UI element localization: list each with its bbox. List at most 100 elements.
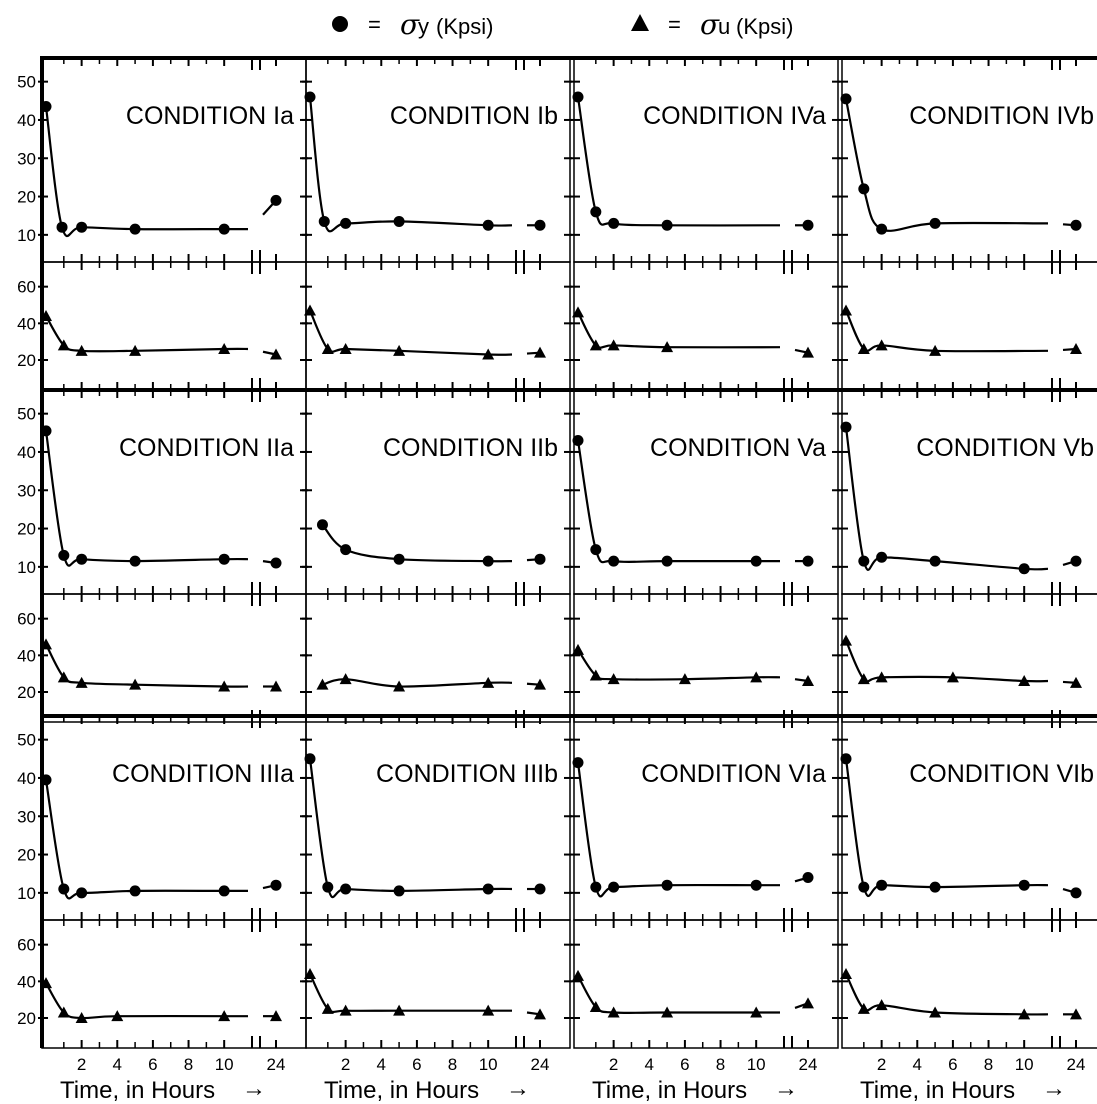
data-point-sigma-y [858, 881, 870, 893]
data-point-sigma-u [339, 343, 352, 354]
x-tick-label: 2 [609, 1055, 618, 1074]
sigma-u-panel-frame [305, 593, 571, 723]
legend-subscript: u [718, 14, 730, 39]
condition-panel-iiib: CONDITION IIIb [302, 715, 572, 1049]
x-tick-label: 6 [680, 1055, 689, 1074]
data-point-sigma-y [802, 555, 814, 567]
x-axis-label: Time, in Hours [860, 1077, 1015, 1104]
series-line-sigma-y [321, 523, 513, 563]
condition-title: CONDITION IIb [383, 434, 558, 462]
data-point-sigma-y [590, 206, 602, 218]
data-point-sigma-u [589, 669, 602, 681]
legend-equals: = [668, 12, 681, 37]
data-point-sigma-y [661, 879, 673, 891]
condition-panel-iia: 10 20 30 40 50 20 40 60 CONDITION IIa [17, 389, 308, 723]
x-tick-label: 6 [412, 1055, 421, 1074]
data-point-sigma-y [876, 223, 888, 235]
x-tick-label: 8 [716, 1055, 725, 1074]
data-point-sigma-y [572, 434, 584, 446]
data-point-sigma-u [875, 339, 888, 351]
data-point-sigma-u [111, 1010, 124, 1022]
data-point-sigma-y [304, 753, 316, 765]
sigma-u-panel-frame [573, 261, 839, 391]
y-tick-label: 20 [17, 846, 36, 865]
data-point-sigma-y [929, 217, 941, 229]
data-point-sigma-y [76, 221, 88, 233]
x-tick-label: 8 [448, 1055, 457, 1074]
data-point-sigma-y [318, 215, 330, 227]
data-point-sigma-y [534, 553, 546, 565]
data-point-sigma-u [929, 344, 942, 356]
condition-title: CONDITION IVa [643, 102, 826, 130]
sigma-u-panel-frame [41, 261, 307, 391]
condition-title: CONDITION IIa [119, 434, 294, 462]
legend-item-sigma-y: = σy (Kpsi) [332, 8, 493, 41]
condition-title: CONDITION IVb [909, 102, 1094, 130]
x-tick-label: 4 [645, 1055, 654, 1074]
series-line-sigma-u [844, 640, 1049, 683]
condition-title: CONDITION VIb [909, 760, 1094, 788]
x-tick-label-24: 24 [1067, 1055, 1086, 1074]
data-point-sigma-u [572, 643, 584, 655]
condition-panel-ia: 10 20 30 40 50 20 40 60 CONDITION Ia [17, 57, 308, 391]
data-point-sigma-y [482, 883, 494, 895]
legend-triangle-marker [631, 14, 649, 31]
data-point-sigma-u [875, 671, 888, 683]
data-point-sigma-y [482, 219, 494, 231]
data-point-sigma-y [56, 221, 68, 233]
data-point-sigma-u [57, 671, 70, 683]
sigma-u-panel-frame [573, 593, 839, 723]
data-point-sigma-y [393, 553, 405, 565]
sigma-u-panel-frame [841, 261, 1097, 391]
data-point-sigma-y [929, 881, 941, 893]
condition-panel-vib: CONDITION VIb [838, 715, 1097, 1049]
data-point-sigma-y [218, 553, 230, 565]
sigma-u-panel-frame [841, 593, 1097, 723]
condition-panel-iiia: 10 20 30 40 50 20 40 60 CONDITION IIIa [17, 715, 308, 1049]
data-point-sigma-y [393, 885, 405, 897]
data-point-sigma-y [218, 885, 230, 897]
y-tick-label: 10 [17, 884, 36, 903]
x-tick-label: 4 [113, 1055, 122, 1074]
data-point-sigma-u [802, 346, 814, 358]
sigma-u-panel-frame [305, 261, 571, 391]
data-point-sigma-u [321, 1002, 334, 1014]
data-point-sigma-y [840, 421, 852, 433]
data-point-sigma-y [129, 885, 141, 897]
data-point-sigma-u [316, 678, 329, 690]
data-point-sigma-y [608, 217, 620, 229]
data-point-sigma-y [534, 883, 546, 895]
data-point-sigma-u [607, 339, 620, 351]
sigma-u-panel-frame [41, 593, 307, 723]
data-point-sigma-y [590, 544, 602, 556]
series-line-sigma-u [309, 973, 512, 1014]
condition-panel-ib: CONDITION Ib [302, 57, 572, 391]
condition-panel-va: CONDITION Va [570, 389, 840, 723]
data-point-sigma-u [339, 1004, 352, 1016]
data-point-sigma-y [393, 215, 405, 227]
data-point-sigma-u [1070, 343, 1082, 354]
series-line-sigma-u [844, 310, 1049, 353]
x-tick-label-24: 24 [267, 1055, 286, 1074]
y-tick-label: 10 [17, 226, 36, 245]
data-point-sigma-y [340, 217, 352, 229]
y-tick-label: 30 [17, 807, 36, 826]
data-point-sigma-u [840, 304, 852, 316]
data-point-sigma-y [608, 555, 620, 567]
data-point-sigma-y [482, 555, 494, 567]
data-point-sigma-y [270, 879, 282, 891]
condition-title: CONDITION Va [650, 434, 826, 462]
y-tick-label: 40 [17, 111, 36, 130]
data-point-sigma-u [534, 346, 546, 358]
data-point-sigma-u [304, 304, 316, 316]
y-tick-label: 40 [17, 646, 36, 665]
y-tick-label: 20 [17, 683, 36, 702]
data-point-sigma-u [304, 968, 316, 979]
legend-unit: (Kpsi) [736, 14, 793, 39]
data-point-sigma-u [661, 341, 674, 353]
x-tick-label: 2 [77, 1055, 86, 1074]
data-point-sigma-u [840, 634, 852, 646]
data-point-sigma-u [129, 344, 142, 356]
y-tick-label: 10 [17, 558, 36, 577]
